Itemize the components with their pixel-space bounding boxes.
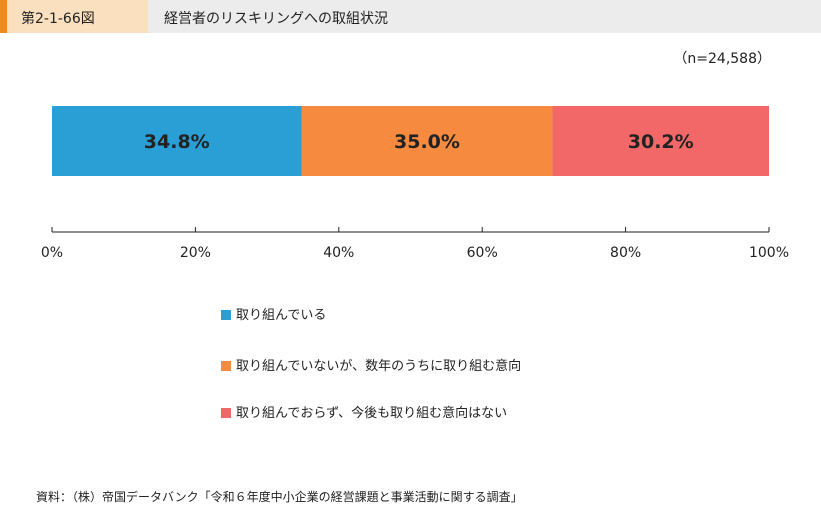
legend-item-1: 取り組んでいる	[221, 307, 326, 325]
figure-title-box: 経営者のリスキリングへの取組状況	[148, 0, 821, 33]
legend-item-3: 取り組んでおらず、今後も取り組む意向はない	[221, 405, 507, 423]
legend-label-3: 取り組んでおらず、今後も取り組む意向はない	[236, 406, 508, 421]
legend-swatch-1	[221, 309, 231, 320]
legend-item-2: 取り組んでいないが、数年のうちに取り組む意向	[221, 358, 521, 376]
legend-swatch-2	[221, 360, 231, 371]
figure-number-box: 第2-1-66図	[7, 0, 148, 33]
legend-swatch-3	[221, 407, 231, 418]
header-accent-bar	[0, 0, 7, 33]
x-tick-label-0: 0%	[41, 245, 63, 261]
x-tick-label-2: 40%	[323, 245, 354, 261]
data-label-2: 35.0%	[394, 131, 460, 153]
x-tick-label-3: 60%	[467, 245, 498, 261]
bar-segment-3	[552, 106, 769, 176]
figure-title: 経営者のリスキリングへの取組状況	[164, 11, 388, 27]
sample-size-label: （n=24,588）	[673, 51, 771, 67]
bar-segment-2	[301, 106, 553, 176]
legend-label-1: 取り組んでいる	[236, 308, 327, 323]
bar-group: 34.8% 35.0% 30.2%	[52, 106, 769, 176]
stacked-bar-chart: 34.8% 35.0% 30.2% 0% 20% 40% 60% 80% 100%	[41, 106, 789, 261]
data-label-1: 34.8%	[144, 131, 210, 153]
bar-segment-1	[52, 106, 302, 176]
source-note: 資料：（株）帝国データバンク「令和６年度中小企業の経営課題と事業活動に関する調査…	[36, 490, 523, 504]
x-axis: 0% 20% 40% 60% 80% 100%	[41, 227, 789, 261]
x-tick-label-5: 100%	[749, 245, 789, 261]
x-tick-label-4: 80%	[610, 245, 641, 261]
figure-number: 第2-1-66図	[21, 11, 95, 27]
figure-header: 第2-1-66図 経営者のリスキリングへの取組状況	[0, 0, 821, 33]
legend-label-2: 取り組んでいないが、数年のうちに取り組む意向	[236, 359, 522, 374]
data-label-3: 30.2%	[628, 131, 694, 153]
x-tick-label-1: 20%	[180, 245, 211, 261]
